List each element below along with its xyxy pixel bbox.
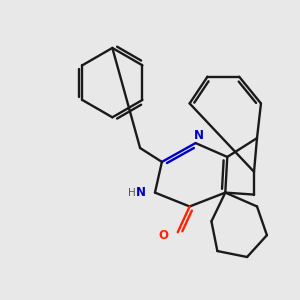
Text: N: N xyxy=(136,186,146,199)
Text: N: N xyxy=(194,129,203,142)
Text: O: O xyxy=(158,229,168,242)
Text: H: H xyxy=(128,188,136,198)
